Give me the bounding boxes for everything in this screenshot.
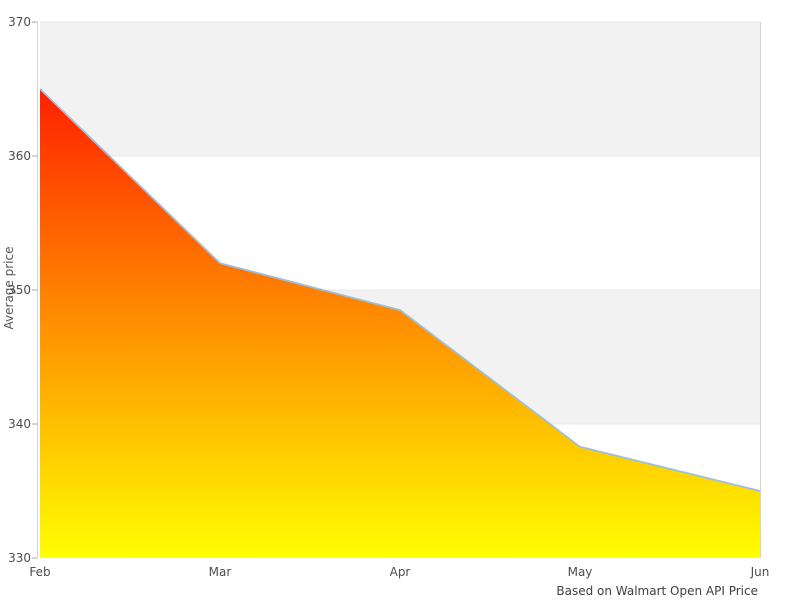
x-tick-label: Apr — [389, 565, 411, 579]
average-price-line — [39, 88, 761, 492]
y-tick-label: 350 — [8, 283, 31, 297]
y-tick-label: 340 — [8, 417, 31, 431]
y-tick-label: 360 — [8, 149, 31, 163]
x-tick-label: May — [567, 565, 593, 579]
plot-band — [40, 22, 760, 156]
x-tick-label: Mar — [208, 565, 232, 579]
chart-caption: Based on Walmart Open API Price — [556, 584, 758, 598]
y-tick-label: 370 — [8, 15, 31, 29]
area-series-fill — [40, 89, 760, 558]
x-tick-label: Jun — [750, 565, 770, 579]
y-tick-label: 330 — [8, 551, 31, 565]
x-tick-label: Feb — [29, 565, 51, 579]
